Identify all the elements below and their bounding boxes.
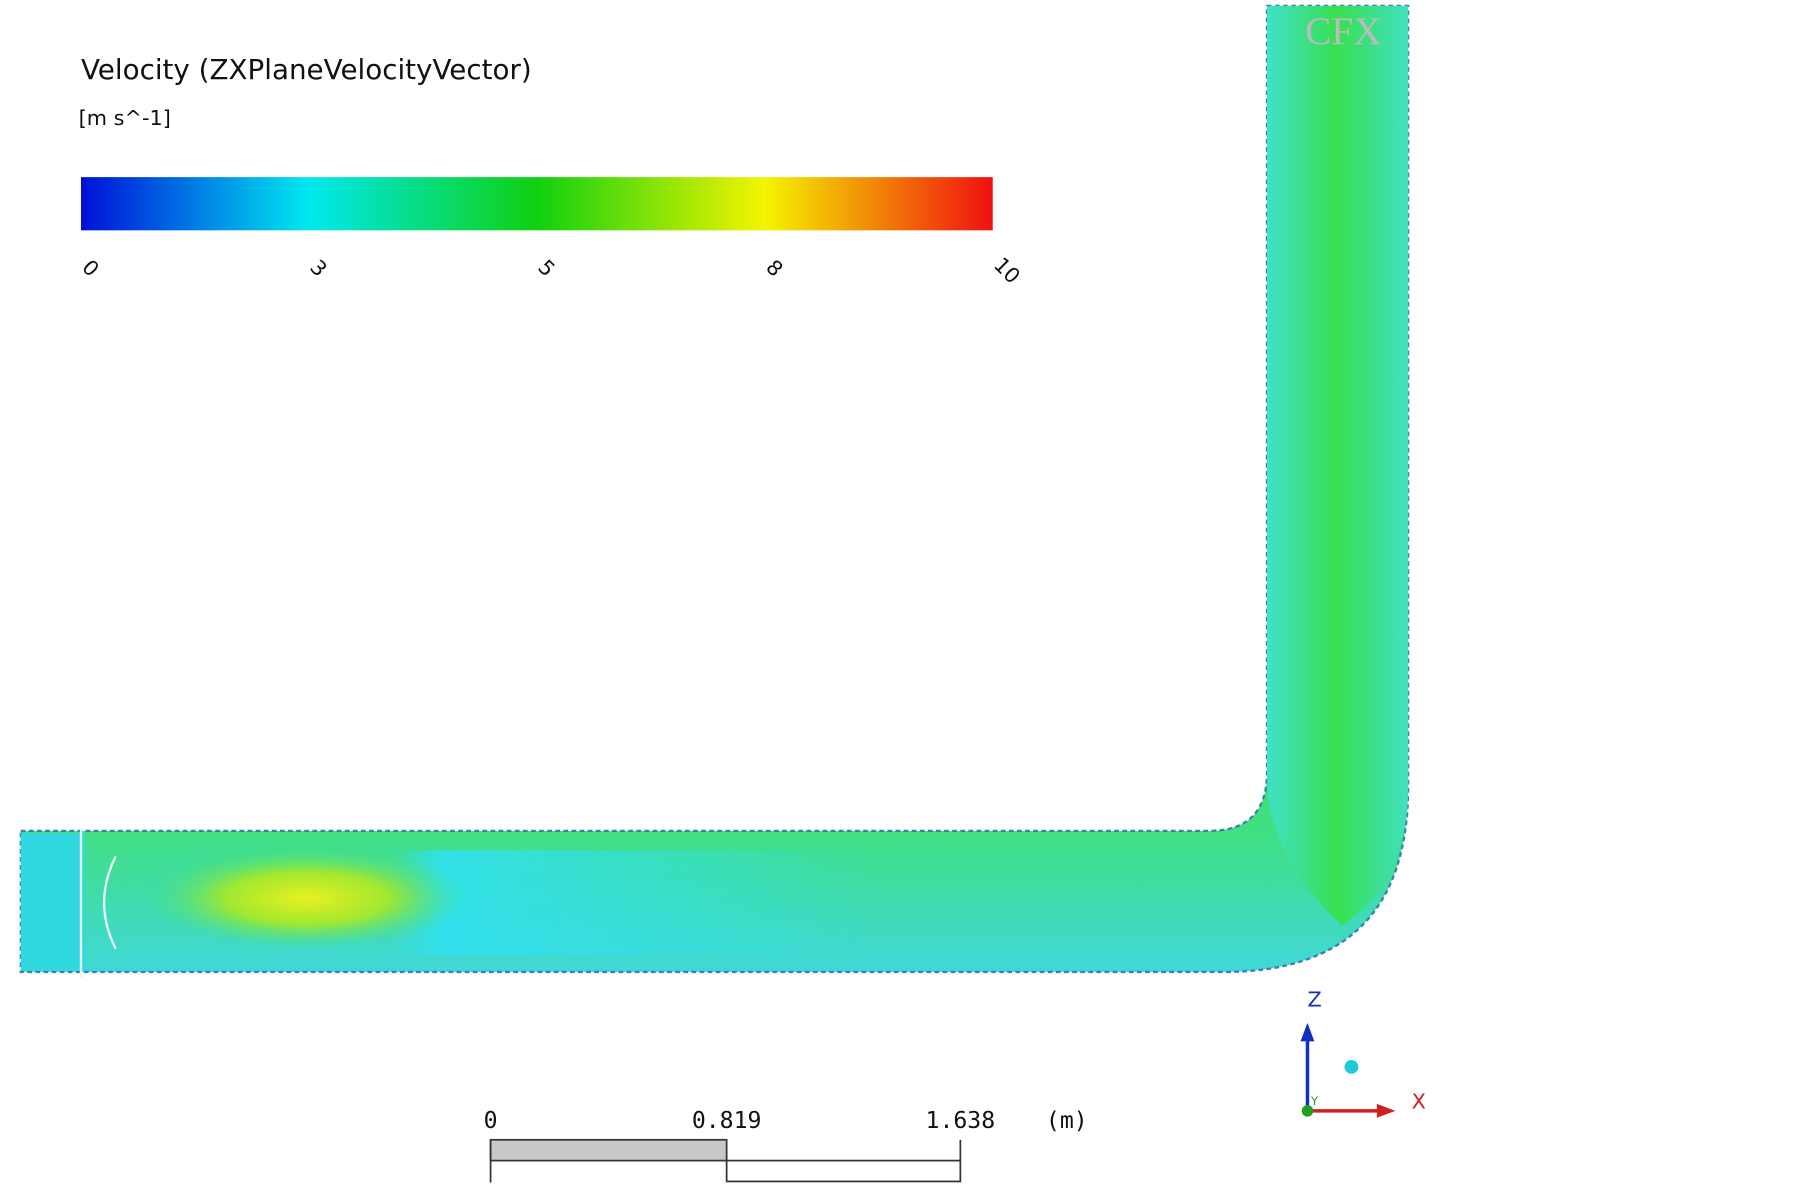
- y-label: Y: [1310, 1094, 1319, 1108]
- scale-label: 0.819: [692, 1108, 762, 1134]
- vortex-lines: [79, 827, 117, 978]
- legend-tick: 3: [305, 255, 331, 281]
- scale-label: 1.638: [926, 1108, 996, 1134]
- x-label: X: [1412, 1090, 1426, 1114]
- scale-segment: [725, 1159, 962, 1183]
- scale-segment: [489, 1138, 728, 1162]
- pipe-body: [19, 4, 1410, 974]
- y-axis: [1301, 1105, 1314, 1117]
- jet-core: [144, 845, 469, 951]
- view-sphere: [1344, 1059, 1359, 1074]
- color-bar: [80, 177, 993, 231]
- scale-unit: (m): [1046, 1108, 1088, 1134]
- logo: CFX: [1305, 9, 1382, 53]
- pipe: [19, 4, 1410, 978]
- scale-bar: 0 0.819 1.638 (m): [484, 1108, 1088, 1183]
- scale-label: 0: [484, 1108, 498, 1134]
- legend-units: [m s^-1]: [79, 106, 171, 130]
- legend-tick: 8: [761, 255, 787, 281]
- legend-tick: 5: [533, 255, 559, 281]
- legend-title: Velocity (ZXPlaneVelocityVector): [81, 53, 532, 86]
- pipe-riser: [1266, 5, 1409, 926]
- z-arrow: [1300, 1022, 1315, 1042]
- legend-tick: 0: [77, 255, 103, 281]
- low-speed-zone: [393, 850, 880, 955]
- z-label: Z: [1307, 988, 1321, 1012]
- axis-triad: Z X Y: [1300, 988, 1426, 1118]
- legend-tick: 10: [989, 253, 1025, 289]
- inlet-zone: [20, 833, 85, 970]
- x-arrow: [1376, 1103, 1396, 1118]
